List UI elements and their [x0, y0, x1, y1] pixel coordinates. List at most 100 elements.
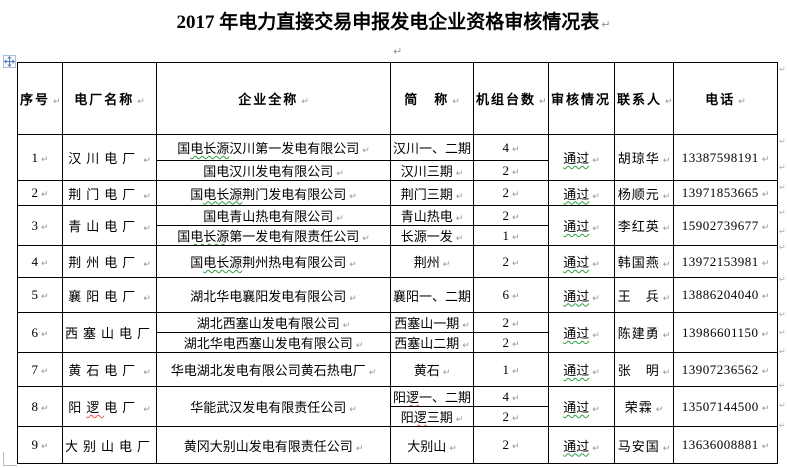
- paragraph-mark: ↵: [761, 366, 770, 377]
- paragraph-mark: ↵: [40, 403, 49, 414]
- paragraph-mark: ↵: [592, 368, 600, 378]
- table-row: 9↵ 大别山电厂↵ 黄冈大别山发电有限责任公司↵ 大别山↵ 2↵ 通过↵ 马安国…: [17, 426, 778, 464]
- status-text: 通过: [563, 326, 590, 341]
- paragraph-mark: ↵: [455, 191, 464, 202]
- spellcheck-wavy-segment: 电长源: [190, 141, 230, 156]
- paragraph-mark: ↵: [662, 156, 671, 166]
- end-of-row-mark: ↵: [779, 401, 786, 410]
- cell-company: 国电汉川发电有限公司 ↵: [156, 160, 391, 181]
- cell-serial: 5 ↵: [17, 277, 63, 313]
- paragraph-mark: ↵: [336, 214, 344, 224]
- cell-phone: 13886204040 ↵: [673, 277, 778, 313]
- end-of-row-mark: ↵: [779, 163, 786, 172]
- col-header-phone: 电话 ↵: [673, 62, 778, 135]
- doc-title-line: 2017 年电力直接交易申报发电企业资格审核情况表 ↵: [0, 10, 787, 38]
- paragraph-mark: ↵: [511, 319, 520, 330]
- paragraph-mark: ↵: [511, 366, 520, 377]
- end-of-row-mark: ↵: [779, 328, 786, 337]
- cell-abbr: 阳逻三期 ↵: [390, 406, 474, 427]
- paragraph-mark: ↵: [455, 234, 464, 244]
- table-row: 4 ↵ 荆州电厂 ↵ 国电长源荆州热电有限公司 ↵ 荆州 ↵ 2 ↵ 通过 ↵ 韩国燕 ↵ 1…: [17, 245, 778, 278]
- paragraph-mark: ↵: [511, 413, 520, 424]
- paragraph-mark: ↵: [511, 442, 520, 452]
- cell-status: 通过 ↵: [548, 426, 615, 464]
- table-subrow: 国电长源第一发电有限责任公司 ↵ 长源一发 ↵ 1 ↵: [18, 225, 778, 246]
- paragraph-mark: ↵: [592, 260, 600, 270]
- cell-status: 通过 ↵: [548, 134, 615, 181]
- paragraph-mark: ↵: [143, 368, 151, 378]
- cell-status: 通过 ↵: [548, 180, 615, 206]
- cell-company: 华能武汉发电有限责任公司 ↵: [156, 386, 391, 427]
- cell-company: 湖北华电西塞山发电有限公司 ↵: [156, 332, 391, 353]
- paragraph-mark: ↵: [511, 232, 520, 243]
- paragraph-mark: ↵: [143, 156, 151, 166]
- cell-status: 通过 ↵: [548, 277, 615, 313]
- paragraph-mark: ↵: [40, 154, 49, 165]
- cell-contact: 李红英 ↵: [614, 205, 674, 246]
- paragraph-mark: ↵: [511, 292, 520, 302]
- paragraph-mark: ↵: [662, 368, 671, 378]
- paragraph-mark: ↵: [40, 292, 49, 302]
- table-row: 5↵ 襄阳电厂↵ 湖北华电襄阳发电有限公司↵ 襄阳一、二期↵ 6↵ 通过↵ 王 …: [17, 277, 778, 313]
- table-wrapper: 序号↵ 电厂名称↵ 企业全称↵ 简 称↵ 机组台数↵ 审核情况↵ 联系人↵ 电话…: [17, 62, 778, 464]
- table-move-handle[interactable]: [3, 55, 16, 68]
- spellcheck-wavy-segment: 逻: [406, 390, 420, 405]
- paragraph-mark: ↵: [143, 224, 151, 234]
- paragraph-mark: ↵: [143, 260, 151, 270]
- paragraph-mark: ↵: [362, 146, 370, 156]
- cell-abbr: 荆门三期 ↵: [390, 180, 474, 206]
- cell-plant: 荆州电厂 ↵: [62, 245, 157, 278]
- paragraph-mark: ↵: [143, 405, 151, 415]
- cell-serial: 1 ↵: [17, 134, 63, 181]
- paragraph-mark: ↵: [40, 258, 49, 269]
- paragraph-mark: ↵: [368, 368, 377, 378]
- paragraph-mark: ↵: [349, 293, 357, 304]
- cell-phone: 13636008881 ↵: [673, 426, 778, 464]
- cell-contact: 胡琼华 ↵: [614, 134, 674, 181]
- cell-serial: 6 ↵: [17, 312, 63, 353]
- paragraph-mark: ↵: [761, 329, 770, 340]
- paragraph-mark: ↵: [349, 260, 357, 270]
- paragraph-mark: ↵: [511, 339, 520, 350]
- cell-contact: 荣霖 ↵: [614, 386, 674, 427]
- end-of-row-mark: ↵: [779, 421, 786, 430]
- cell-abbr: 汉川三期 ↵: [390, 160, 474, 181]
- paragraph-mark: ↵: [761, 442, 770, 452]
- col-header-plant: 电厂名称 ↵: [62, 62, 157, 135]
- cell-units: 2 ↵: [473, 332, 549, 353]
- page-margin-corner-mark: [3, 452, 17, 466]
- cell-phone: 13971853665 ↵: [673, 180, 778, 206]
- spellcheck-wavy-segment: 电长源: [190, 229, 230, 244]
- cell-units: 4 ↵: [473, 386, 549, 407]
- paragraph-mark: ↵: [362, 234, 370, 244]
- cell-plant: 汉川电厂 ↵: [62, 134, 157, 181]
- paragraph-mark: ↵: [662, 443, 671, 454]
- spellcheck-wavy-segment: 电长源: [203, 186, 243, 202]
- paragraph-mark: ↵: [761, 222, 770, 233]
- end-of-row-mark: ↵: [779, 137, 786, 146]
- cell-company: 国电长源汉川第一发电有限公司 ↵: [156, 134, 391, 161]
- cell-status: 通过 ↵: [548, 312, 615, 353]
- cell-company: 国电青山热电有限公司 ↵: [156, 205, 391, 226]
- cell-company: 湖北华电襄阳发电有限公司 ↵: [156, 277, 391, 313]
- cell-units: 2 ↵: [473, 160, 549, 181]
- cell-plant: 阳逻电厂 ↵: [62, 386, 157, 427]
- paragraph-mark: ↵: [601, 18, 611, 31]
- paragraph-mark: ↵: [452, 97, 460, 107]
- paragraph-mark: ↵: [662, 293, 671, 304]
- end-of-row-mark: ↵: [779, 183, 786, 192]
- paragraph-mark: ↵: [592, 224, 600, 234]
- col-header-units: 机组台数 ↵: [473, 62, 549, 135]
- cell-company: 华电湖北发电有限公司黄石热电厂 ↵: [156, 352, 391, 387]
- cell-company: 国电长源荆门发电有限公司 ↵: [156, 180, 391, 206]
- status-text: 通过: [563, 363, 590, 378]
- cell-serial: 4 ↵: [17, 245, 63, 278]
- paragraph-mark: ↵: [511, 167, 520, 178]
- paragraph-mark: ↵: [662, 191, 671, 202]
- paragraph-mark: ↵: [301, 97, 309, 107]
- cell-abbr: 汉川一、二期↵: [390, 134, 474, 161]
- cell-serial: 7 ↵: [17, 352, 63, 387]
- end-of-row-mark: ↵: [779, 208, 786, 217]
- paragraph-mark: ↵: [462, 321, 470, 331]
- paragraph-mark: ↵: [342, 321, 351, 331]
